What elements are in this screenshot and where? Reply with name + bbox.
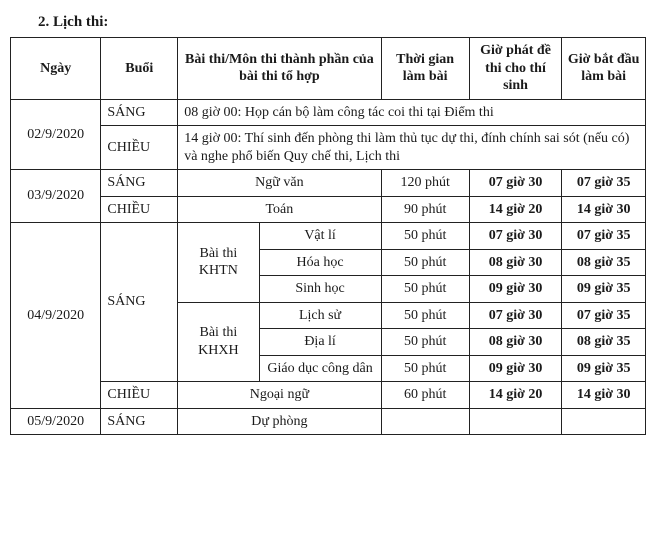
cell-start-time: 08 giờ 35 [562, 249, 646, 276]
col-buoi: Buổi [101, 38, 178, 100]
cell-date: 02/9/2020 [11, 99, 101, 170]
table-row: CHIỀU Toán 90 phút 14 giờ 20 14 giờ 30 [11, 196, 646, 223]
schedule-table: Ngày Buổi Bài thi/Môn thi thành phần của… [10, 37, 646, 435]
cell-subject: Hóa học [259, 249, 381, 276]
cell-duration: 50 phút [381, 223, 469, 250]
cell-duration: 60 phút [381, 382, 469, 409]
cell-session: SÁNG [101, 408, 178, 435]
cell-duration: 50 phút [381, 355, 469, 382]
cell-start-time: 09 giờ 35 [562, 276, 646, 303]
cell-empty [469, 408, 562, 435]
cell-subject: Toán [178, 196, 381, 223]
cell-date: 04/9/2020 [11, 223, 101, 409]
cell-start-time: 07 giờ 35 [562, 170, 646, 197]
cell-empty [381, 408, 469, 435]
cell-session: CHIỀU [101, 196, 178, 223]
col-thoi: Thời gian làm bài [381, 38, 469, 100]
cell-subject: Sinh học [259, 276, 381, 303]
cell-duration: 50 phút [381, 329, 469, 356]
cell-date: 05/9/2020 [11, 408, 101, 435]
cell-subject: Vật lí [259, 223, 381, 250]
cell-exam-group: Bài thi KHXH [178, 302, 259, 382]
cell-note: 14 giờ 00: Thí sinh đến phòng thi làm th… [178, 126, 646, 170]
header-row: Ngày Buổi Bài thi/Môn thi thành phần của… [11, 38, 646, 100]
cell-issue-time: 09 giờ 30 [469, 276, 562, 303]
cell-duration: 50 phút [381, 276, 469, 303]
cell-duration: 50 phút [381, 249, 469, 276]
cell-subject: Ngoại ngữ [178, 382, 381, 409]
cell-session: CHIỀU [101, 382, 178, 409]
cell-session: SÁNG [101, 223, 178, 382]
section-title: 2. Lịch thi: [38, 14, 650, 31]
cell-session: SÁNG [101, 99, 178, 126]
cell-subject: Địa lí [259, 329, 381, 356]
cell-start-time: 14 giờ 30 [562, 382, 646, 409]
table-row: CHIỀU Ngoại ngữ 60 phút 14 giờ 20 14 giờ… [11, 382, 646, 409]
col-ngay: Ngày [11, 38, 101, 100]
cell-session: SÁNG [101, 170, 178, 197]
table-row: 03/9/2020 SÁNG Ngữ văn 120 phút 07 giờ 3… [11, 170, 646, 197]
cell-issue-time: 14 giờ 20 [469, 196, 562, 223]
cell-issue-time: 07 giờ 30 [469, 223, 562, 250]
cell-session: CHIỀU [101, 126, 178, 170]
cell-issue-time: 14 giờ 20 [469, 382, 562, 409]
cell-duration: 90 phút [381, 196, 469, 223]
cell-duration: 120 phút [381, 170, 469, 197]
table-row: CHIỀU 14 giờ 00: Thí sinh đến phòng thi … [11, 126, 646, 170]
cell-exam-group: Bài thi KHTN [178, 223, 259, 303]
col-bat: Giờ bắt đầu làm bài [562, 38, 646, 100]
cell-subject: Ngữ văn [178, 170, 381, 197]
cell-start-time: 14 giờ 30 [562, 196, 646, 223]
cell-duration: 50 phút [381, 302, 469, 329]
cell-issue-time: 08 giờ 30 [469, 329, 562, 356]
cell-note: 08 giờ 00: Họp cán bộ làm công tác coi t… [178, 99, 646, 126]
cell-empty [562, 408, 646, 435]
col-mon: Bài thi/Môn thi thành phần của bài thi t… [178, 38, 381, 100]
cell-note: Dự phòng [178, 408, 381, 435]
table-row: 04/9/2020 SÁNG Bài thi KHTN Vật lí 50 ph… [11, 223, 646, 250]
cell-issue-time: 08 giờ 30 [469, 249, 562, 276]
cell-date: 03/9/2020 [11, 170, 101, 223]
cell-subject: Giáo dục công dân [259, 355, 381, 382]
cell-issue-time: 09 giờ 30 [469, 355, 562, 382]
cell-start-time: 09 giờ 35 [562, 355, 646, 382]
table-row: 05/9/2020 SÁNG Dự phòng [11, 408, 646, 435]
cell-subject: Lịch sử [259, 302, 381, 329]
cell-start-time: 08 giờ 35 [562, 329, 646, 356]
cell-start-time: 07 giờ 35 [562, 223, 646, 250]
cell-issue-time: 07 giờ 30 [469, 170, 562, 197]
col-phat: Giờ phát đề thi cho thí sinh [469, 38, 562, 100]
cell-start-time: 07 giờ 35 [562, 302, 646, 329]
table-row: 02/9/2020 SÁNG 08 giờ 00: Họp cán bộ làm… [11, 99, 646, 126]
cell-issue-time: 07 giờ 30 [469, 302, 562, 329]
